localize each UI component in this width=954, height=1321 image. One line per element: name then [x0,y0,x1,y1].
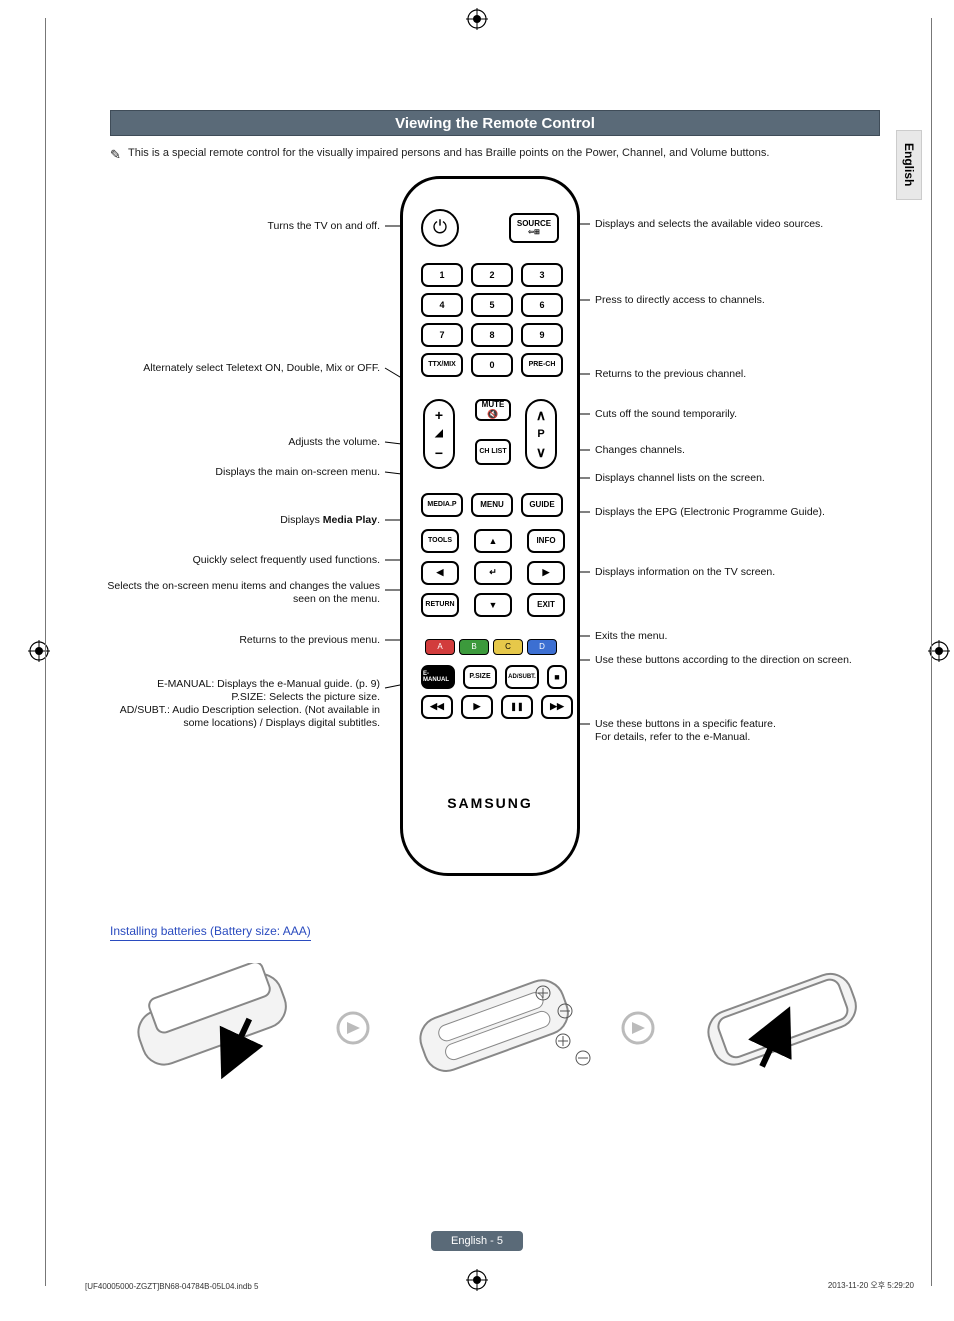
remote-diagram: ⏻ SOURCE⇦⊞ 1 2 3 4 5 6 7 8 9 TTX/MIX 0 P… [110,176,880,896]
color-c: C [493,639,523,655]
rewind-button: ◀◀ [421,695,453,719]
num-3: 3 [521,263,563,287]
callout-left: Returns to the previous menu. [105,634,380,647]
tools-button: TOOLS [421,529,459,553]
battery-title: Installing batteries (Battery size: AAA) [110,924,311,941]
footer-file: [UF40005000-ZGZT]BN68-04784B-05L04.indb … [85,1282,258,1291]
footer-timestamp: 2013-11-20 오후 5:29:20 [828,1280,914,1291]
callout-left: Alternately select Teletext ON, Double, … [105,362,380,375]
prech-button: PRE-CH [521,353,563,377]
callout-right: Displays channel lists on the screen. [595,472,875,485]
callout-right: Use these buttons according to the direc… [595,654,875,667]
callout-left: Selects the on-screen menu items and cha… [105,580,380,606]
arrow-right: ▶ [527,561,565,585]
arrow-left: ◀ [421,561,459,585]
channel-rocker: ∧ P ∨ [525,399,557,469]
remote-outline: ⏻ SOURCE⇦⊞ 1 2 3 4 5 6 7 8 9 TTX/MIX 0 P… [400,176,580,876]
ttxmix-button: TTX/MIX [421,353,463,377]
pause-button: ❚❚ [501,695,533,719]
language-tab-label: English [902,143,916,186]
enter-button: ↵ [474,561,512,585]
page-number: English - 5 [431,1231,523,1251]
battery-step-3-icon [680,963,880,1093]
note-text: This is a special remote control for the… [128,146,769,164]
mediap-button: MEDIA.P [421,493,463,517]
arrow-down: ▼ [474,593,512,617]
psize-button: P.SIZE [463,665,497,689]
color-a: A [425,639,455,655]
exit-button: EXIT [527,593,565,617]
arrow-pad: TOOLS ▲ INFO ◀ ↵ ▶ RETURN ▼ EXIT [421,529,565,629]
num-6: 6 [521,293,563,317]
note-icon: ✎ [110,146,128,164]
battery-step-2-icon [395,963,595,1093]
power-button: ⏻ [421,209,459,247]
guide-button: GUIDE [521,493,563,517]
callout-left: Quickly select frequently used functions… [105,554,380,567]
callout-right: Cuts off the sound temporarily. [595,408,875,421]
callout-left: Turns the TV on and off. [105,220,380,233]
callout-left: E-MANUAL: Displays the e-Manual guide. (… [105,678,380,731]
callout-right: Displays information on the TV screen. [595,566,875,579]
color-buttons: A B C D [425,639,557,655]
num-8: 8 [471,323,513,347]
num-5: 5 [471,293,513,317]
adsubt-button: AD/SUBT. [505,665,539,689]
num-1: 1 [421,263,463,287]
callout-right: Changes channels. [595,444,875,457]
step-arrow-icon [621,1011,655,1045]
trim-line [45,18,46,1286]
callout-right: Returns to the previous channel. [595,368,875,381]
color-b: B [459,639,489,655]
trim-line [931,18,932,1286]
play-button: ▶ [461,695,493,719]
callout-right: Displays and selects the available video… [595,218,875,231]
callout-right: Use these buttons in a specific feature.… [595,718,875,744]
step-arrow-icon [336,1011,370,1045]
return-button: RETURN [421,593,459,617]
crop-mark-left-icon [28,640,50,662]
ff-button: ▶▶ [541,695,573,719]
callout-left: Displays Media Play. [105,514,380,527]
num-4: 4 [421,293,463,317]
crop-mark-bottom-icon [466,1269,488,1291]
volume-rocker: + ◢ − [423,399,455,469]
section-title: Viewing the Remote Control [110,110,880,136]
callout-right: Press to directly access to channels. [595,294,875,307]
language-tab: English [896,130,922,200]
note-row: ✎ This is a special remote control for t… [110,146,880,164]
battery-step-1-icon [110,963,310,1093]
crop-mark-top-icon [466,8,488,30]
num-2: 2 [471,263,513,287]
stop-button: ■ [547,665,567,689]
callout-right: Exits the menu. [595,630,875,643]
power-icon: ⏻ [433,217,447,238]
battery-section: Installing batteries (Battery size: AAA) [110,922,880,1093]
num-9: 9 [521,323,563,347]
callout-left: Adjusts the volume. [105,436,380,449]
mute-button: MUTE🔇 [475,399,511,421]
num-0: 0 [471,353,513,377]
callout-right: Displays the EPG (Electronic Programme G… [595,506,875,519]
emanual-button: E-MANUAL [421,665,455,689]
info-button: INFO [527,529,565,553]
arrow-up: ▲ [474,529,512,553]
page-content: Viewing the Remote Control ✎ This is a s… [110,110,880,896]
color-d: D [527,639,557,655]
menu-button: MENU [471,493,513,517]
num-7: 7 [421,323,463,347]
brand-label: SAMSUNG [403,795,577,811]
callout-left: Displays the main on-screen menu. [105,466,380,479]
source-button: SOURCE⇦⊞ [509,213,559,243]
chlist-button: CH LIST [475,439,511,465]
